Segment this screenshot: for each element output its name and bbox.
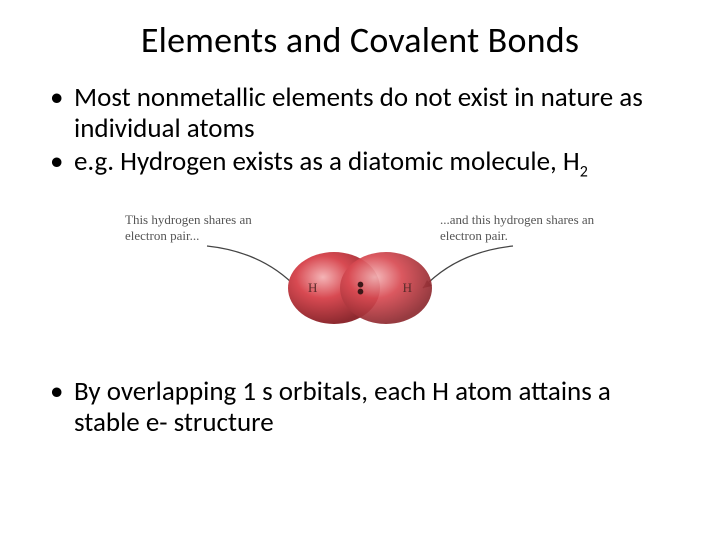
orbital-overlap: H H •• xyxy=(280,248,440,328)
bullet-list-2: By overlapping 1 s orbitals, each H atom… xyxy=(40,376,680,438)
caption-left: This hydrogen shares an electron pair... xyxy=(125,212,280,245)
caption-right: ...and this hydrogen shares an electron … xyxy=(440,212,595,245)
bullet-item-2-subscript: 2 xyxy=(580,162,588,181)
bullet-list: Most nonmetallic elements do not exist i… xyxy=(40,82,680,182)
electron-pair-icon: •• xyxy=(357,281,364,295)
bullet-item-2: e.g. Hydrogen exists as a diatomic molec… xyxy=(48,146,680,182)
diagram-container: This hydrogen shares an electron pair...… xyxy=(40,210,680,340)
atom-label-right: H xyxy=(403,280,412,296)
atom-label-left: H xyxy=(308,280,317,296)
h2-diagram: This hydrogen shares an electron pair...… xyxy=(125,210,595,340)
bullet-item-1: Most nonmetallic elements do not exist i… xyxy=(48,82,680,144)
slide-title: Elements and Covalent Bonds xyxy=(40,18,680,62)
slide: Elements and Covalent Bonds Most nonmeta… xyxy=(0,0,720,540)
bullet-item-3: By overlapping 1 s orbitals, each H atom… xyxy=(48,376,680,438)
bullet-item-2-text: e.g. Hydrogen exists as a diatomic molec… xyxy=(74,145,580,178)
